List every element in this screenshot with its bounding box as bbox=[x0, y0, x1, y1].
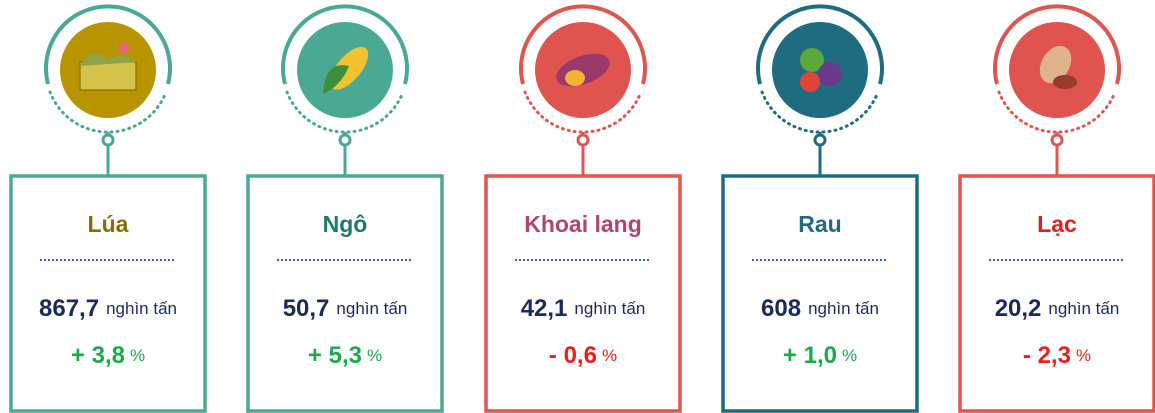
connector-dot bbox=[576, 133, 590, 147]
change-line: + 5,3% bbox=[308, 342, 382, 369]
card: Lạc 20,2 nghìn tấn - 2,3% bbox=[958, 4, 1155, 413]
icon bbox=[818, 62, 842, 86]
value-line: 50,7 nghìn tấn bbox=[283, 295, 408, 322]
card-box bbox=[721, 174, 919, 413]
card-title: Khoai lang bbox=[524, 211, 642, 237]
value-line: 608 nghìn tấn bbox=[761, 295, 879, 322]
change: + 1,0 bbox=[783, 342, 837, 369]
icon bbox=[800, 48, 824, 72]
card: Rau 608 nghìn tấn + 1,0% bbox=[721, 4, 919, 413]
change-line: + 3,8% bbox=[71, 342, 145, 369]
value-line: 42,1 nghìn tấn bbox=[521, 295, 646, 322]
connector-dot bbox=[101, 133, 115, 147]
icon bbox=[565, 70, 585, 86]
card-title: Ngô bbox=[323, 211, 368, 237]
change-line: - 2,3% bbox=[1023, 342, 1091, 369]
card: Ngô 50,7 nghìn tấn + 5,3% bbox=[246, 4, 444, 413]
card-title: Lúa bbox=[88, 211, 129, 237]
change: - 0,6 bbox=[549, 342, 597, 369]
card: Khoai lang 42,1 nghìn tấn - 0,6% bbox=[484, 4, 682, 413]
unit: nghìn tấn bbox=[574, 299, 645, 318]
unit: nghìn tấn bbox=[106, 299, 177, 318]
ring-arc bbox=[44, 4, 172, 85]
icon bbox=[800, 72, 820, 92]
change-line: + 1,0% bbox=[783, 342, 857, 369]
value: 608 bbox=[761, 295, 801, 322]
change-unit: % bbox=[1076, 346, 1091, 365]
value: 20,2 bbox=[995, 295, 1042, 322]
card-box bbox=[246, 174, 444, 413]
value-line: 20,2 nghìn tấn bbox=[995, 295, 1120, 322]
change-unit: % bbox=[602, 346, 617, 365]
change-unit: % bbox=[130, 346, 145, 365]
card-title: Lạc bbox=[1037, 211, 1077, 237]
value: 50,7 bbox=[283, 295, 330, 322]
change: + 5,3 bbox=[308, 342, 362, 369]
ring-arc bbox=[756, 4, 884, 85]
value: 867,7 bbox=[39, 295, 99, 322]
unit: nghìn tấn bbox=[336, 299, 407, 318]
card-box bbox=[9, 174, 207, 413]
change: + 3,8 bbox=[71, 342, 125, 369]
card-box bbox=[484, 174, 682, 413]
change: - 2,3 bbox=[1023, 342, 1071, 369]
connector-dot bbox=[1050, 133, 1064, 147]
connector-dot bbox=[338, 133, 352, 147]
icon bbox=[80, 53, 136, 66]
icon bbox=[1053, 75, 1077, 89]
unit: nghìn tấn bbox=[1048, 299, 1119, 318]
icon bbox=[79, 61, 137, 91]
change-unit: % bbox=[842, 346, 857, 365]
value: 42,1 bbox=[521, 295, 568, 322]
ring-arc bbox=[993, 4, 1121, 85]
icon bbox=[1039, 45, 1072, 84]
ring-arc bbox=[519, 4, 647, 85]
icon bbox=[119, 43, 129, 53]
icon bbox=[323, 65, 349, 94]
card-title: Rau bbox=[798, 211, 841, 237]
change-line: - 0,6% bbox=[549, 342, 617, 369]
change-unit: % bbox=[367, 346, 382, 365]
connector-dot bbox=[813, 133, 827, 147]
card: Lúa 867,7 nghìn tấn + 3,8% bbox=[9, 4, 207, 413]
card-box bbox=[958, 174, 1155, 413]
ring-arc bbox=[281, 4, 409, 85]
value-line: 867,7 nghìn tấn bbox=[39, 295, 177, 322]
unit: nghìn tấn bbox=[808, 299, 879, 318]
